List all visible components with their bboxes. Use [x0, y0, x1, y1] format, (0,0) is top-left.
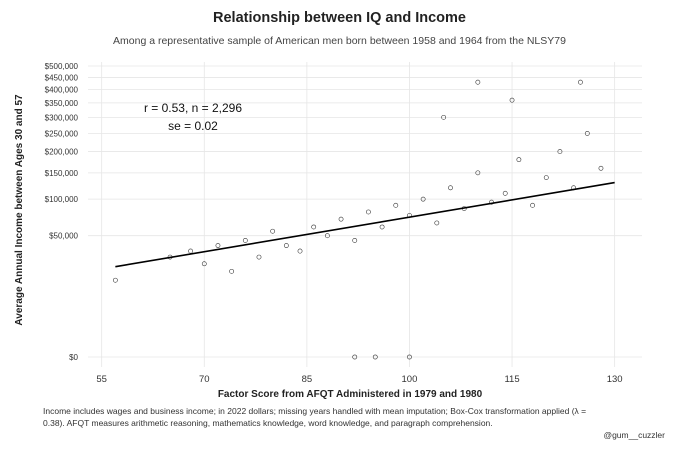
regression-line [115, 181, 615, 268]
data-point [324, 233, 330, 239]
data-point [475, 170, 481, 176]
data-point [578, 79, 583, 85]
data-point [201, 261, 207, 267]
data-point [338, 216, 344, 222]
data-point [543, 175, 549, 181]
data-point [270, 228, 276, 234]
data-point [434, 220, 440, 226]
author-credit: @gum__cuzzler [603, 430, 665, 440]
chart-title: Relationship between IQ and Income [213, 10, 466, 26]
data-point [366, 209, 371, 215]
data-points [112, 79, 604, 360]
y-tick-label: $50,000 [49, 232, 78, 241]
data-point [188, 248, 193, 254]
y-tick-label: $0 [69, 353, 78, 362]
data-point [283, 243, 289, 248]
data-point [516, 157, 522, 163]
data-point [584, 130, 590, 136]
x-axis-label: Factor Score from AFQT Administered in 1… [218, 389, 483, 400]
x-tick-label: 70 [199, 374, 210, 385]
data-point [311, 224, 317, 230]
data-point [393, 202, 399, 208]
y-axis-label: Average Annual Income between Ages 30 an… [14, 94, 25, 326]
data-point [112, 277, 118, 283]
data-point [407, 354, 412, 360]
x-tick-label: 100 [402, 374, 418, 385]
annotation-r: r = 0.53, n = 2,296 [144, 101, 242, 115]
data-point [242, 238, 248, 243]
data-point [379, 224, 385, 230]
y-tick-label: $350,000 [45, 99, 79, 108]
y-tick-label: $450,000 [45, 73, 79, 82]
data-point [448, 185, 453, 191]
data-point [352, 238, 358, 243]
data-point [352, 354, 358, 360]
data-point [598, 165, 604, 171]
data-point [229, 268, 235, 274]
y-tick-label: $100,000 [45, 195, 79, 204]
annotation-se: se = 0.02 [168, 119, 218, 133]
y-tick-label: $150,000 [45, 169, 79, 178]
chart-subtitle: Among a representative sample of America… [113, 35, 566, 47]
y-axis-ticks: $0 $50,000 $100,000 $150,000 $200,000 $250,00… [45, 62, 79, 362]
data-point [215, 243, 221, 248]
x-tick-label: 55 [96, 374, 107, 385]
regression-line-group [115, 181, 615, 268]
data-point [297, 248, 303, 254]
y-tick-label: $250,000 [45, 129, 79, 138]
x-tick-label: 85 [302, 374, 313, 385]
data-point [502, 190, 508, 196]
x-tick-label: 115 [504, 374, 519, 385]
x-axis-ticks: 55 70 85 100 115 130 [96, 374, 622, 385]
data-point [509, 97, 515, 103]
data-point [530, 202, 535, 208]
y-tick-label: $500,000 [45, 62, 79, 71]
data-point [475, 79, 481, 85]
data-point [256, 254, 262, 260]
footnote-caption: Income includes wages and business incom… [43, 406, 587, 428]
y-tick-label: $200,000 [45, 148, 79, 157]
data-point [420, 196, 426, 202]
grid-lines [88, 62, 642, 367]
data-point [372, 354, 378, 360]
x-tick-label: 130 [607, 374, 623, 385]
y-tick-label: $300,000 [45, 113, 79, 122]
y-tick-label: $400,000 [45, 86, 79, 95]
data-point [557, 149, 563, 154]
data-point [441, 114, 447, 120]
